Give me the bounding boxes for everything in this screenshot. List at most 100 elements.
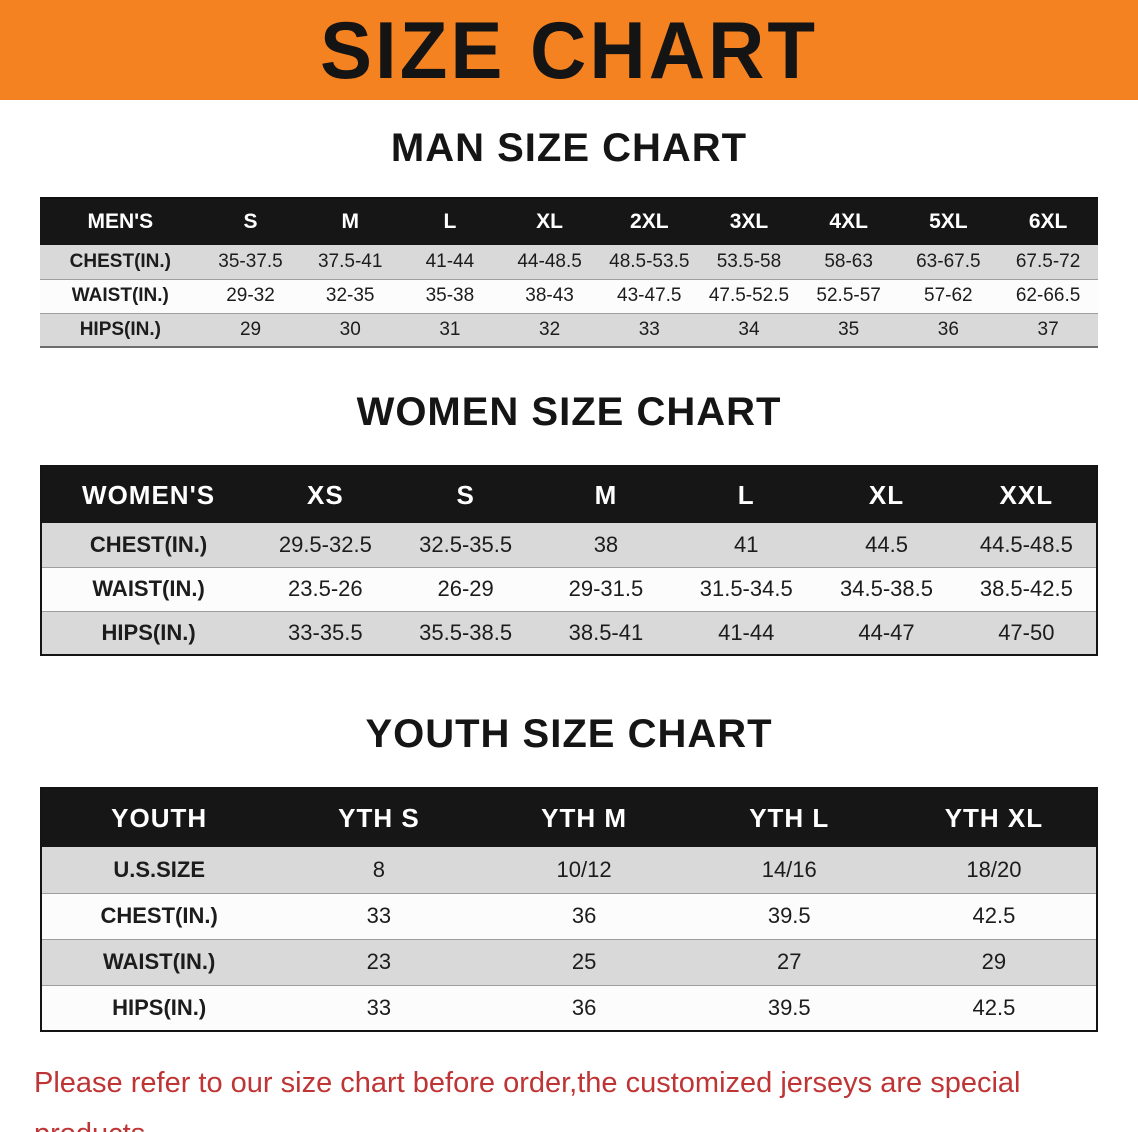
size-value-cell: 33-35.5 xyxy=(288,619,363,645)
size-value-cell: 32-35 xyxy=(325,285,375,306)
size-column-header: M xyxy=(341,210,359,233)
row-label: WAIST(IN.) xyxy=(92,576,205,601)
size-column-header: XL xyxy=(536,210,564,233)
row-label: HIPS(IN.) xyxy=(101,619,196,645)
size-value-cell: 29-32 xyxy=(226,285,275,306)
men-table-header-row: MEN'S S M L XL 2XL 3XL 4XL 5XL 6XL xyxy=(40,198,1098,245)
size-column-header: L xyxy=(443,210,457,233)
size-column-header: YTH M xyxy=(541,802,628,833)
size-value-cell: 41 xyxy=(733,531,759,557)
table-row: HIPS(IN.) 29 30 31 32 33 34 35 36 37 xyxy=(40,313,1098,347)
section-men: MAN SIZE CHART MEN'S S M L XL 2XL 3XL 4XL 5XL 6XL… xyxy=(0,126,1138,348)
women-table-header-row: WOMEN'S XS S M L XL XXL xyxy=(41,466,1097,523)
size-value-cell: 39.5 xyxy=(767,994,811,1020)
size-value-cell: 23.5-26 xyxy=(288,576,363,601)
size-value-cell: 39.5 xyxy=(767,903,811,928)
size-column-header: XXL xyxy=(999,479,1054,510)
size-value-cell: 29.5-32.5 xyxy=(278,531,372,557)
size-value-cell: 34.5-38.5 xyxy=(840,576,933,601)
size-value-cell: 10/12 xyxy=(556,856,612,882)
size-value-cell: 35.5-38.5 xyxy=(419,619,513,645)
section-women: WOMEN SIZE CHART WOMEN'S XS S M L XL XXL CHEST… xyxy=(0,390,1138,656)
size-value-cell: 35-37.5 xyxy=(218,250,283,272)
size-value-cell: 25 xyxy=(571,949,597,974)
row-label: WAIST(IN.) xyxy=(71,285,169,306)
table-row: HIPS(IN.) 33-35.5 35.5-38.5 38.5-41 41-44 44-… xyxy=(41,611,1097,655)
size-value-cell: 36 xyxy=(571,903,597,928)
size-value-cell: 67.5-72 xyxy=(1015,250,1081,272)
table-row: CHEST(IN.) 29.5-32.5 32.5-35.5 38 41 44.5 44.5… xyxy=(41,523,1097,567)
women-section-heading: WOMEN SIZE CHART xyxy=(356,390,782,434)
size-value-cell: 29 xyxy=(981,949,1007,974)
size-value-cell: 26-29 xyxy=(437,576,494,601)
size-column-header: YTH S xyxy=(338,802,420,833)
size-value-cell: 41-44 xyxy=(425,250,475,272)
size-column-header: S xyxy=(456,479,475,510)
size-value-cell: 63-67.5 xyxy=(916,250,981,272)
section-youth: YOUTH SIZE CHART YOUTH YTH S YTH M YTH L YTH… xyxy=(0,712,1138,1032)
size-column-header: XL xyxy=(868,479,905,510)
row-label: CHEST(IN.) xyxy=(69,250,171,272)
size-value-cell: 33 xyxy=(638,318,660,340)
size-value-cell: 37 xyxy=(1037,318,1059,340)
size-column-header: YTH XL xyxy=(944,802,1044,833)
size-value-cell: 31.5-34.5 xyxy=(699,576,793,601)
size-value-cell: 47.5-52.5 xyxy=(708,285,790,306)
table-row: WAIST(IN.) 23 25 27 29 xyxy=(41,939,1097,985)
youth-table-header-row: YOUTH YTH S YTH M YTH L YTH XL xyxy=(41,788,1097,847)
size-column-header: 2XL xyxy=(630,210,669,233)
size-value-cell: 29-31.5 xyxy=(568,576,644,601)
size-value-cell: 18/20 xyxy=(966,856,1022,882)
table-row: CHEST(IN.) 33 36 39.5 42.5 xyxy=(41,893,1097,939)
row-label: U.S.SIZE xyxy=(113,856,205,882)
size-value-cell: 37.5-41 xyxy=(317,250,383,272)
size-value-cell: 34 xyxy=(738,318,760,340)
size-value-cell: 58-63 xyxy=(824,250,873,272)
disclaimer: Please refer to our size chart before or… xyxy=(0,1058,1138,1132)
size-value-cell: 52.5-57 xyxy=(816,285,881,306)
women-size-table: WOMEN'S XS S M L XL XXL CHEST(IN.) 29.5-32.5 32.… xyxy=(40,465,1098,656)
size-value-cell: 38 xyxy=(593,531,619,557)
row-label: WAIST(IN.) xyxy=(102,949,216,974)
size-value-cell: 32 xyxy=(539,318,561,340)
row-label: HIPS(IN.) xyxy=(79,318,161,340)
size-column-header: S xyxy=(243,210,258,233)
size-value-cell: 27 xyxy=(777,949,802,974)
size-value-cell: 29 xyxy=(239,318,262,340)
size-value-cell: 36 xyxy=(937,318,959,340)
size-column-header: 6XL xyxy=(1028,210,1068,233)
row-label: CHEST(IN.) xyxy=(89,531,208,557)
size-value-cell: 42.5 xyxy=(972,994,1016,1020)
table-row: WAIST(IN.) 23.5-26 26-29 29-31.5 31.5-34.5 34… xyxy=(41,567,1097,611)
youth-size-table: YOUTH YTH S YTH M YTH L YTH XL U.S.SIZE 8 10/1… xyxy=(40,787,1098,1032)
youth-section-heading: YOUTH SIZE CHART xyxy=(365,712,773,756)
size-value-cell: 23 xyxy=(366,949,392,974)
size-column-header: M xyxy=(594,479,618,510)
men-section-heading: MAN SIZE CHART xyxy=(390,126,748,170)
table-row: WAIST(IN.) 29-32 32-35 35-38 38-43 43-47.5 47.… xyxy=(40,279,1098,313)
row-label: HIPS(IN.) xyxy=(112,994,207,1020)
size-value-cell: 14/16 xyxy=(761,856,817,882)
size-value-cell: 48.5-53.5 xyxy=(609,250,690,272)
banner: SIZE CHART xyxy=(0,0,1138,100)
size-value-cell: 47-50 xyxy=(998,619,1055,645)
size-value-cell: 36 xyxy=(571,994,597,1020)
size-value-cell: 35 xyxy=(838,318,860,340)
size-value-cell: 30 xyxy=(339,318,361,340)
table-row: CHEST(IN.) 35-37.5 37.5-41 41-44 44-48.5 48.5… xyxy=(40,245,1098,279)
size-value-cell: 38-43 xyxy=(525,285,574,306)
size-column-header: 3XL xyxy=(729,210,769,233)
size-value-cell: 31 xyxy=(439,318,461,340)
size-column-header: 4XL xyxy=(829,210,868,233)
size-column-header: XS xyxy=(306,479,344,510)
size-value-cell: 33 xyxy=(366,994,392,1020)
size-value-cell: 35-38 xyxy=(425,285,475,306)
size-value-cell: 57-62 xyxy=(924,285,973,306)
table-corner-header: MEN'S xyxy=(87,210,154,233)
size-value-cell: 53.5-58 xyxy=(716,250,782,272)
size-value-cell: 42.5 xyxy=(972,903,1016,928)
size-value-cell: 44.5-48.5 xyxy=(979,531,1073,557)
size-value-cell: 8 xyxy=(372,856,386,882)
table-row: HIPS(IN.) 33 36 39.5 42.5 xyxy=(41,985,1097,1031)
size-column-header: L xyxy=(737,479,755,510)
